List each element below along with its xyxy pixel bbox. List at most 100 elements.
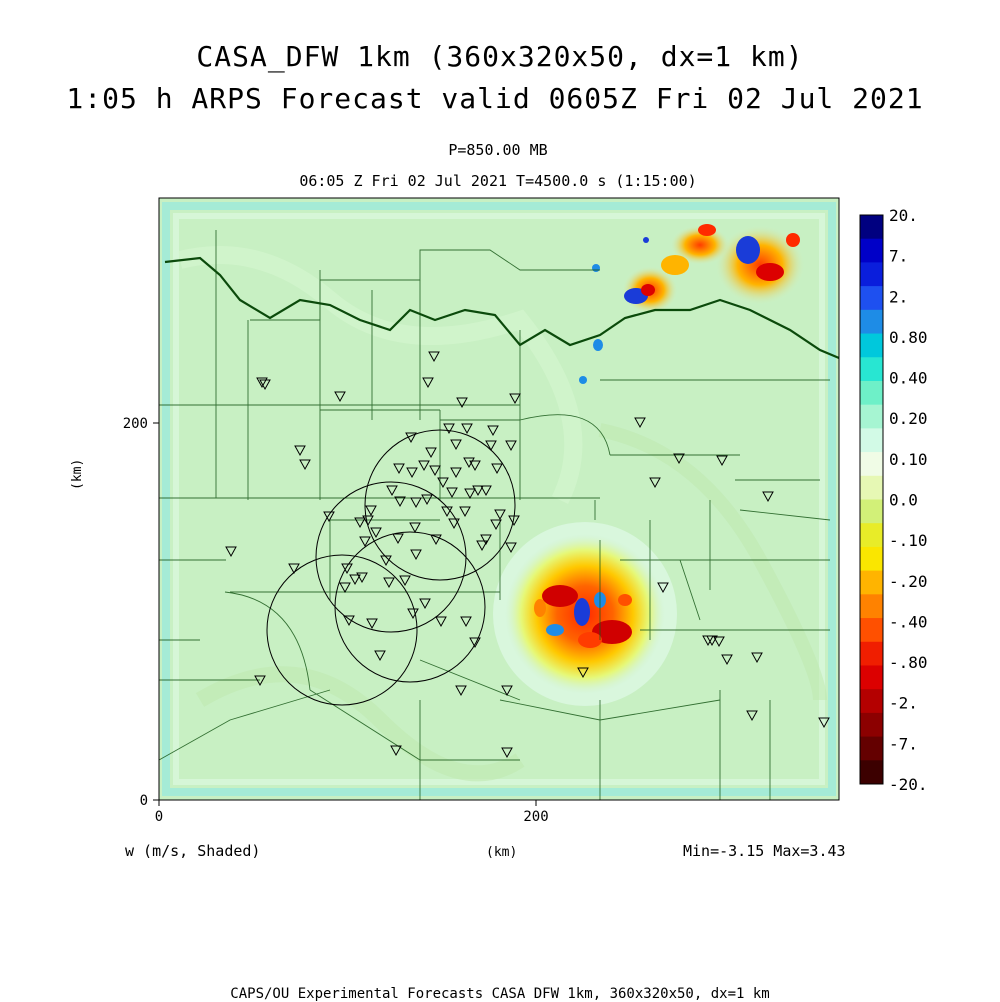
storm-cell-dfw xyxy=(493,522,677,706)
station-marker-icon xyxy=(386,485,398,497)
station-marker-icon xyxy=(354,517,366,529)
station-marker-icon xyxy=(443,423,455,435)
station-marker-icon xyxy=(577,667,589,679)
colorbar-swatch xyxy=(860,357,883,382)
station-marker-icon xyxy=(721,654,733,666)
station-marker-icon xyxy=(362,515,374,527)
station-marker-icon xyxy=(418,460,430,472)
radar-range-rings xyxy=(266,429,516,706)
colorbar-label: 7. xyxy=(889,247,908,266)
station-marker-icon xyxy=(370,527,382,539)
station-marker-icon xyxy=(818,717,830,729)
colorbar-swatch xyxy=(860,380,883,406)
station-marker-icon xyxy=(435,616,447,628)
station-marker-icon xyxy=(407,608,419,620)
colorbar-swatch xyxy=(860,523,883,548)
colorbar-swatch xyxy=(860,475,883,500)
station-marker-icon xyxy=(428,351,440,363)
station-marker-icon xyxy=(494,509,506,521)
station-marker-icon xyxy=(380,555,392,567)
station-marker-icon xyxy=(751,652,763,664)
footer-credit: CAPS/OU Experimental Forecasts CASA DFW … xyxy=(230,986,770,1002)
colorbar-label: -7. xyxy=(889,734,918,753)
station-marker-icon xyxy=(487,425,499,437)
station-marker-icon xyxy=(463,457,475,469)
station-marker-icon xyxy=(464,488,476,500)
colorbar-swatch xyxy=(860,499,883,524)
station-marker-icon xyxy=(374,650,386,662)
station-marker-icon xyxy=(505,542,517,554)
colorbar-swatch xyxy=(860,404,883,429)
colorbar-swatch xyxy=(860,665,883,690)
station-marker-icon xyxy=(323,511,335,523)
state-border-red-river xyxy=(164,256,840,360)
station-marker-icon xyxy=(469,637,481,649)
pressure-level-label: P=850.00 MB xyxy=(448,141,548,159)
station-marker-icon xyxy=(430,534,442,546)
station-marker-icon xyxy=(437,477,449,489)
colorbar-swatch xyxy=(860,333,883,358)
station-marker-icon xyxy=(485,440,497,452)
station-marker-icon xyxy=(339,582,351,594)
colorbar-swatch xyxy=(860,286,883,311)
station-marker-icon xyxy=(294,445,306,457)
colorbar-swatch xyxy=(860,238,883,263)
station-marker-icon xyxy=(405,432,417,444)
station-marker-icon xyxy=(225,546,237,558)
station-marker-icon xyxy=(356,572,368,584)
x-tick-0: 0 xyxy=(155,809,163,825)
storm-cell-ne xyxy=(579,224,805,384)
station-marker-icon xyxy=(410,549,422,561)
colorbar-swatch xyxy=(860,215,883,240)
station-marker-icon xyxy=(421,494,433,506)
station-marker-icon xyxy=(448,518,460,530)
colorbar-swatch xyxy=(860,309,883,335)
station-marker-icon xyxy=(390,745,402,757)
y-tick-0: 0 xyxy=(140,793,148,809)
station-marker-icon xyxy=(441,506,453,518)
station-marker-icon xyxy=(410,497,422,509)
valid-time-label: 06:05 Z Fri 02 Jul 2021 T=4500.0 s (1:15… xyxy=(299,172,697,190)
station-marker-icon xyxy=(394,496,406,508)
colorbar: 20. 7. 2. 0.80 0.40 0.20 0.10 0.0 -.10 -.20 -.40 -.… xyxy=(859,206,928,794)
colorbar-label: -.20 xyxy=(889,572,928,591)
station-marker-icon xyxy=(366,618,378,630)
station-marker-icon xyxy=(334,391,346,403)
field-label: w (m/s, Shaded) xyxy=(125,842,261,860)
colorbar-label: -.80 xyxy=(889,653,928,672)
station-marker-icon xyxy=(501,685,513,697)
station-marker-icon xyxy=(343,615,355,627)
station-marker-icon xyxy=(359,536,371,548)
plot-title: CASA_DFW 1km (360x320x50, dx=1 km) xyxy=(196,40,804,73)
station-marker-icon xyxy=(706,635,718,647)
colorbar-swatch xyxy=(860,712,883,738)
colorbar-label: -20. xyxy=(889,775,928,794)
station-marker-icon xyxy=(657,582,669,594)
station-marker-icon xyxy=(254,675,266,687)
station-marker-icon xyxy=(383,577,395,589)
colorbar-label: 20. xyxy=(889,206,918,225)
station-marker-icon xyxy=(469,460,481,472)
colorbar-frame xyxy=(859,214,884,785)
station-marker-icon xyxy=(501,747,513,759)
station-marker-icon xyxy=(649,477,661,489)
station-marker-icon xyxy=(299,459,311,471)
plot-subtitle: 1:05 h ARPS Forecast valid 0605Z Fri 02 … xyxy=(66,82,924,115)
colorbar-swatch xyxy=(860,570,883,595)
station-marker-icon xyxy=(508,515,520,527)
station-marker-icon xyxy=(393,463,405,475)
plot-frame xyxy=(158,197,840,801)
colorbar-label: 0.40 xyxy=(889,369,928,388)
station-marker-icon xyxy=(456,397,468,409)
axis-ticks xyxy=(153,422,537,806)
station-marker-icon xyxy=(419,598,431,610)
colorbar-swatch xyxy=(860,736,883,761)
station-marker-icon xyxy=(455,685,467,697)
station-marker-icon xyxy=(341,563,353,575)
colorbar-swatch xyxy=(860,641,883,666)
x-tick-200: 200 xyxy=(523,809,548,825)
colorbar-label: 0.20 xyxy=(889,409,928,428)
station-marker-icon xyxy=(480,485,492,497)
colorbar-label: 2. xyxy=(889,287,908,306)
